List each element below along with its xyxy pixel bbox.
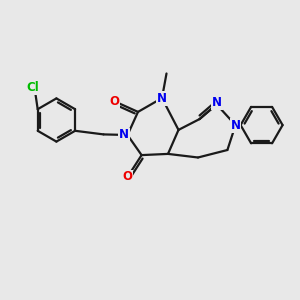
Text: Cl: Cl [27,81,40,94]
Text: N: N [157,92,167,105]
Text: N: N [230,118,241,132]
Text: N: N [119,128,129,142]
Text: O: O [109,94,119,108]
Text: N: N [212,96,222,110]
Text: O: O [122,170,133,184]
